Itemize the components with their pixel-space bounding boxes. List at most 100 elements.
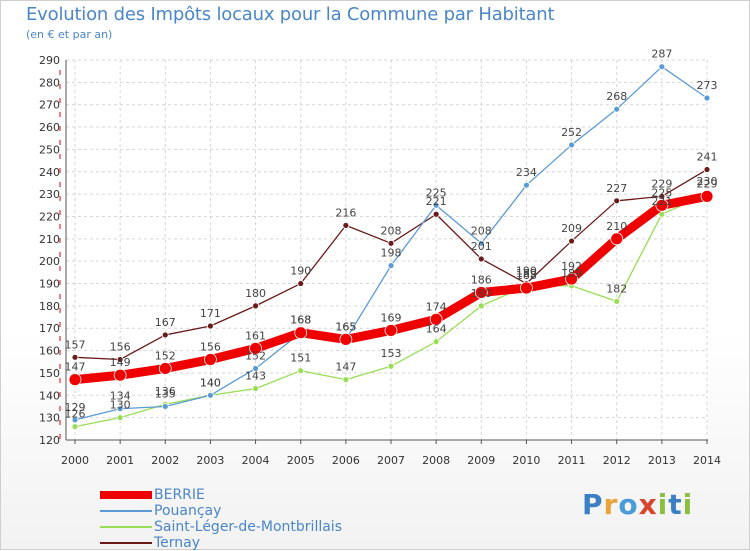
- data-label-ternay: 190: [516, 265, 537, 278]
- x-tick-label: 2011: [558, 454, 586, 467]
- data-label-pouan-ay: 198: [381, 247, 402, 260]
- data-label-saint-l-ger-de-montbrillais: 136: [155, 385, 176, 398]
- data-label-saint-l-ger-de-montbrillais: 180: [471, 287, 492, 300]
- data-label-ternay: 171: [200, 307, 221, 320]
- axes: 120 130 140 150 160 170 180 190 200 210 220 230 240 2…: [39, 54, 721, 467]
- data-label-saint-l-ger-de-montbrillais: 153: [381, 347, 402, 360]
- series: [68, 63, 714, 430]
- data-label-ternay: 208: [381, 224, 402, 237]
- y-tick-label: 170: [39, 322, 60, 335]
- data-label-saint-l-ger-de-montbrillais: 221: [651, 195, 672, 208]
- point-pouan-ay: [116, 405, 124, 413]
- y-tick-label: 150: [39, 367, 60, 380]
- x-tick-label: 2005: [287, 454, 315, 467]
- point-pouan-ay: [658, 63, 666, 71]
- point-ternay: [342, 222, 350, 229]
- proxiti-logo: Proxiti: [582, 488, 694, 521]
- data-label-ternay: 156: [110, 341, 131, 354]
- point-saint-l-ger-de-montbrillais: [342, 376, 350, 384]
- y-tick-label: 220: [39, 210, 60, 223]
- data-label-pouan-ay: 168: [290, 314, 311, 327]
- data-label-pouan-ay: 234: [516, 166, 537, 179]
- point-pouan-ay: [613, 105, 621, 113]
- legend-label-saint-leger: Saint-Léger-de-Montbrillais: [154, 519, 342, 535]
- data-labels: 157 156 167 171 180 190 216 208 221 201 190 209 227 2…: [65, 48, 718, 421]
- data-label-berrie: 165: [335, 320, 356, 333]
- point-ternay: [252, 302, 259, 310]
- x-tick-label: 2002: [151, 454, 179, 467]
- x-tick-label: 2000: [61, 454, 89, 467]
- legend-item-berrie: BERRIE: [100, 487, 420, 503]
- data-label-ternay: 190: [290, 265, 311, 278]
- y-tick-label: 260: [39, 121, 60, 134]
- point-pouan-ay: [161, 403, 169, 410]
- y-tick-label: 290: [39, 54, 60, 67]
- point-pouan-ay: [71, 416, 79, 424]
- y-tick-label: 210: [39, 233, 60, 246]
- point-berrie: [565, 272, 578, 286]
- chart-title: Evolution des Impôts locaux pour la Comm…: [26, 4, 555, 25]
- point-berrie: [520, 281, 533, 295]
- legend-label-ternay: Ternay: [154, 535, 201, 551]
- point-berrie: [474, 286, 488, 299]
- y-tick-label: 200: [39, 255, 60, 268]
- data-label-saint-l-ger-de-montbrillais: 230: [697, 175, 718, 188]
- legend-label-pouancay: Pouançay: [154, 503, 222, 519]
- x-tick-label: 2007: [377, 454, 405, 467]
- point-ternay: [161, 331, 169, 339]
- point-pouan-ay: [252, 365, 259, 372]
- data-label-pouan-ay: 225: [426, 186, 447, 199]
- point-ternay: [432, 210, 440, 218]
- point-saint-l-ger-de-montbrillais: [613, 298, 621, 305]
- point-berrie: [610, 232, 624, 246]
- legend-swatch-pouancay: [100, 510, 152, 512]
- y-tick-label: 120: [39, 434, 60, 447]
- data-label-saint-l-ger-de-montbrillais: 143: [245, 370, 266, 383]
- point-berrie: [158, 362, 172, 375]
- legend-swatch-berrie: [100, 491, 152, 499]
- data-label-pouan-ay: 208: [471, 224, 492, 237]
- point-ternay: [477, 255, 485, 263]
- point-berrie: [113, 368, 127, 382]
- x-tick-label: 2004: [242, 454, 270, 467]
- data-label-berrie: 152: [155, 349, 176, 362]
- y-tick-label: 250: [39, 143, 60, 156]
- data-label-pouan-ay: 287: [651, 48, 672, 61]
- y-tick-label: 160: [39, 345, 60, 358]
- chart-subtitle: (en € et par an): [26, 28, 113, 41]
- data-label-saint-l-ger-de-montbrillais: 130: [110, 399, 131, 412]
- data-label-saint-l-ger-de-montbrillais: 182: [606, 282, 627, 295]
- point-saint-l-ger-de-montbrillais: [252, 385, 259, 392]
- point-berrie: [429, 312, 443, 326]
- data-label-berrie: 186: [471, 273, 492, 286]
- legend-swatch-ternay: [100, 542, 152, 544]
- legend-item-pouancay: Pouançay: [100, 503, 420, 519]
- data-label-saint-l-ger-de-montbrillais: 151: [290, 352, 311, 365]
- data-label-saint-l-ger-de-montbrillais: 140: [200, 376, 221, 389]
- data-label-berrie: 169: [381, 311, 402, 324]
- legend-item-ternay: Ternay: [100, 535, 420, 551]
- data-label-pouan-ay: 273: [697, 79, 718, 92]
- data-label-pouan-ay: 135: [155, 387, 176, 400]
- point-pouan-ay: [568, 141, 575, 149]
- y-tick-label: 140: [39, 389, 60, 402]
- point-saint-l-ger-de-montbrillais: [477, 302, 485, 310]
- data-label-ternay: 216: [335, 206, 356, 219]
- y-tick-label: 240: [39, 166, 60, 179]
- point-ternay: [71, 353, 79, 361]
- data-label-berrie: 156: [200, 341, 221, 354]
- point-saint-l-ger-de-montbrillais: [432, 338, 440, 346]
- data-label-berrie: 229: [697, 177, 718, 190]
- data-label-berrie: 161: [245, 329, 266, 342]
- data-label-berrie: 188: [516, 269, 537, 282]
- point-saint-l-ger-de-montbrillais: [297, 367, 305, 375]
- data-label-saint-l-ger-de-montbrillais: 189: [561, 267, 582, 280]
- point-pouan-ay: [523, 181, 530, 189]
- y-tick-label: 180: [39, 300, 60, 313]
- point-ternay: [387, 239, 395, 247]
- x-tick-label: 2006: [332, 454, 360, 467]
- y-tick-label: 190: [39, 278, 60, 291]
- point-pouan-ay: [703, 94, 711, 102]
- data-label-pouan-ay: 252: [561, 126, 582, 139]
- data-label-saint-l-ger-de-montbrillais: 189: [516, 267, 537, 280]
